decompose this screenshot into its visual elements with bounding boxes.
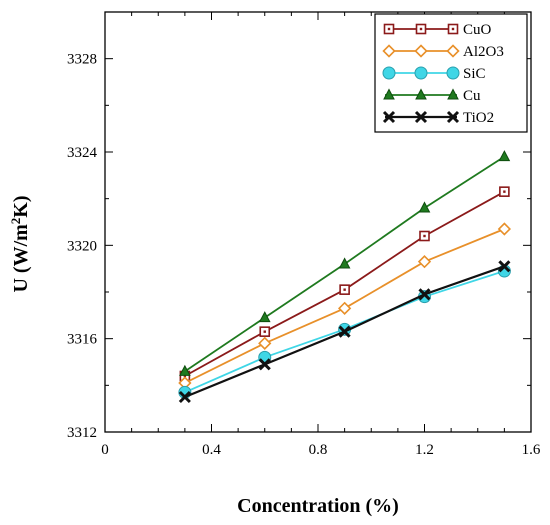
legend-marker-al2o3 — [414, 44, 428, 58]
data-point-cu — [498, 150, 511, 162]
legend-label-cuo: CuO — [463, 22, 492, 38]
data-point-cuo-dot — [503, 190, 506, 193]
legend-marker-cu — [447, 88, 459, 100]
data-point-cuo-dot — [343, 288, 346, 291]
series-cu — [179, 150, 511, 376]
legend-marker-cuo-dot — [451, 27, 455, 31]
y-axis-title-superscript: 2 — [8, 218, 23, 225]
legend-item-cu: Cu — [383, 88, 481, 104]
y-axis-title: U (W/m2K) — [8, 195, 32, 292]
legend-marker-cu — [415, 88, 427, 100]
data-point-cu — [338, 257, 351, 269]
legend-marker-sic — [414, 66, 428, 80]
data-point-tio2 — [338, 325, 351, 338]
legend-item-al2o3: Al2O3 — [382, 44, 504, 60]
legend-marker-tio2 — [414, 110, 428, 124]
y-axis-title-suffix: K) — [10, 195, 32, 217]
legend-marker-al2o3 — [446, 44, 460, 58]
series-tio2 — [178, 260, 511, 404]
data-point-cuo-dot — [263, 330, 266, 333]
y-axis-title-prefix: U (W/m — [10, 224, 32, 293]
legend-marker-al2o3 — [382, 44, 396, 58]
data-point-cu — [258, 311, 271, 323]
y-tick-label: 3312 — [67, 425, 97, 441]
data-point-al2o3 — [417, 255, 432, 269]
data-point-tio2 — [418, 288, 431, 301]
legend-label-al2o3: Al2O3 — [463, 44, 504, 60]
data-point-cu — [418, 201, 431, 213]
y-tick-label: 3324 — [67, 145, 98, 161]
data-point-cu — [179, 364, 191, 376]
y-tick-label: 3320 — [67, 238, 97, 254]
legend-item-tio2: TiO2 — [382, 110, 494, 126]
data-point-al2o3 — [497, 222, 512, 236]
legend-marker-cu — [383, 88, 395, 100]
legend-label-cu: Cu — [463, 88, 481, 104]
data-point-tio2 — [498, 260, 511, 273]
series-cuo — [179, 186, 510, 382]
y-tick-label: 3316 — [67, 332, 98, 348]
x-tick-label: 1.2 — [415, 442, 434, 458]
axis-ticks: 0 0.4 0.8 1.2 1.6 3312 3316 3320 3324 3328 — [67, 11, 541, 458]
data-point-cuo-dot — [423, 234, 426, 238]
x-tick-label: 1.6 — [522, 442, 541, 458]
legend-marker-tio2 — [382, 110, 396, 124]
y-tick-label: 3328 — [67, 52, 97, 68]
data-point-cuo-dot — [183, 374, 187, 378]
x-tick-label: 0 — [101, 442, 109, 458]
data-point-al2o3 — [258, 336, 272, 350]
legend-marker-sic — [382, 66, 396, 80]
x-tick-label: 0.8 — [309, 442, 328, 458]
data-point-al2o3 — [337, 301, 352, 315]
legend: CuO Al2O3 SiC Cu TiO2 — [374, 13, 528, 133]
legend-item-cuo: CuO — [383, 22, 492, 38]
x-axis-title: Concentration (%) — [237, 495, 399, 517]
series-layer — [178, 150, 512, 404]
legend-marker-cuo-dot — [387, 27, 391, 31]
legend-label-tio2: TiO2 — [463, 110, 494, 126]
series-al2o3 — [178, 222, 512, 390]
data-point-tio2 — [178, 390, 191, 404]
legend-marker-sic — [446, 66, 460, 80]
legend-item-sic: SiC — [382, 66, 486, 82]
legend-label-sic: SiC — [463, 66, 486, 82]
x-tick-label: 0.4 — [202, 442, 221, 458]
legend-marker-cuo-dot — [419, 27, 423, 31]
data-point-tio2 — [258, 358, 271, 371]
legend-marker-tio2 — [446, 110, 460, 124]
